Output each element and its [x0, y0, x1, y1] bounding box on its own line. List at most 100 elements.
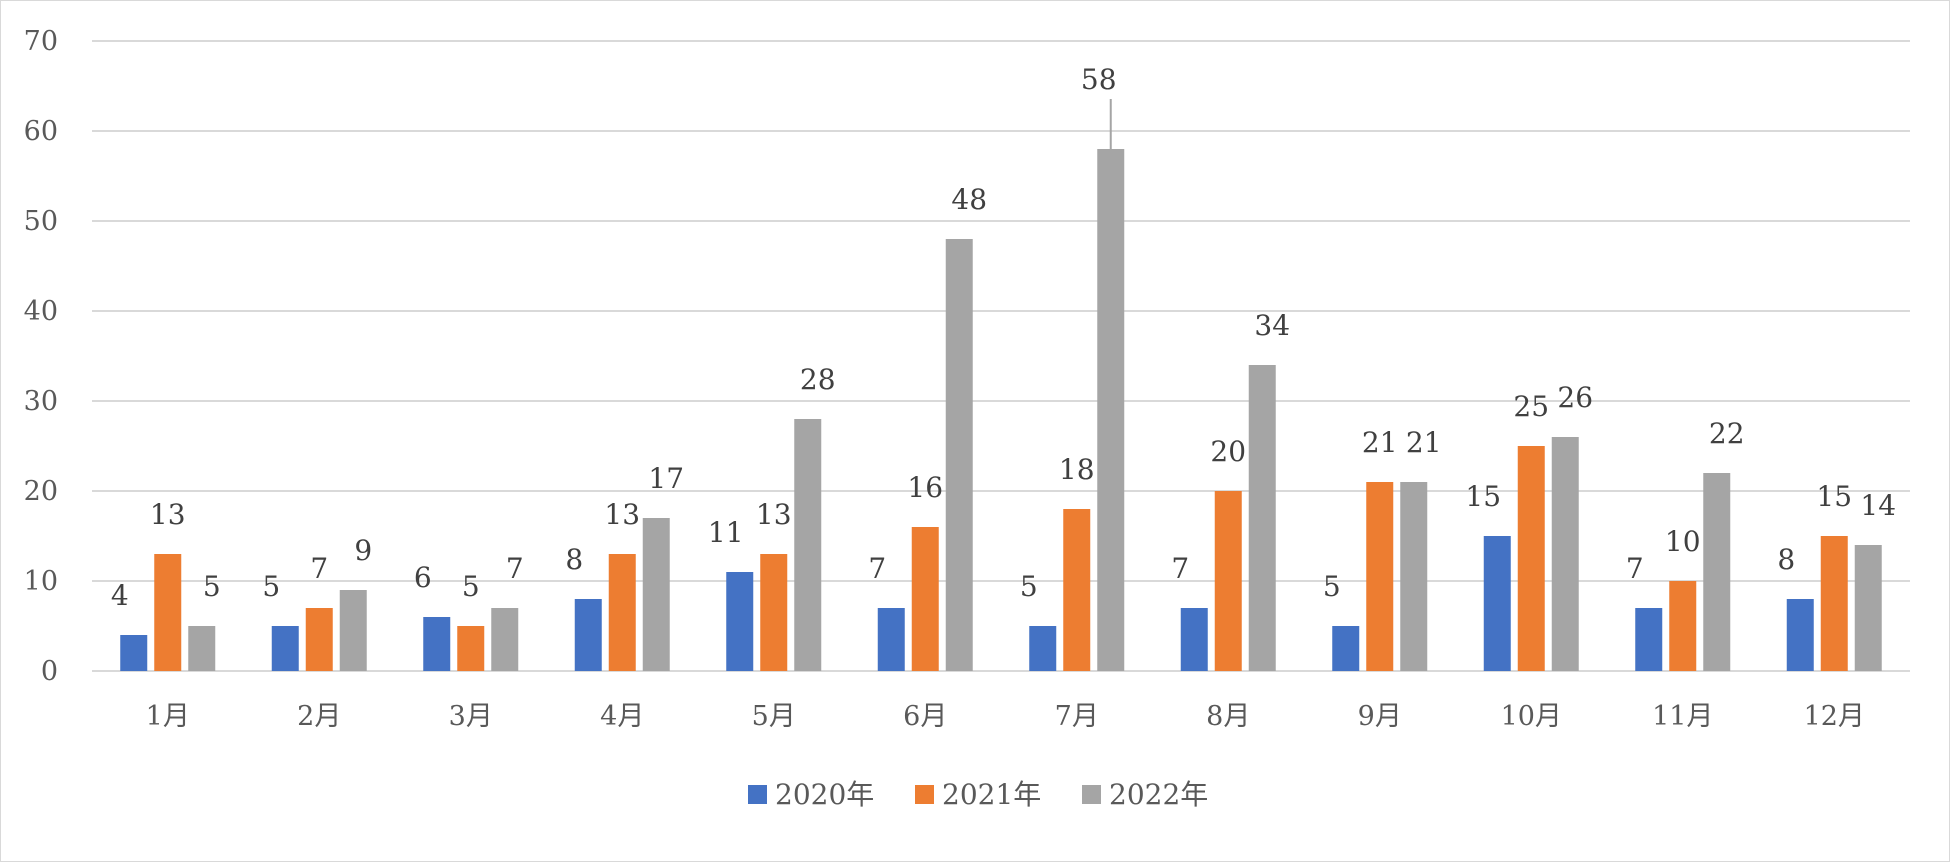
- data-label-2020年-9月: 5: [1323, 570, 1341, 603]
- bar-2020年-6月: [877, 608, 905, 671]
- bar-2022年-9月: [1400, 482, 1428, 671]
- x-tick-label: 3月: [449, 701, 493, 732]
- data-label-2022年-10月: 26: [1557, 381, 1593, 414]
- data-label-2020年-3月: 6: [414, 561, 432, 594]
- x-tick-label: 2月: [297, 701, 341, 732]
- data-label-2022年-2月: 9: [354, 534, 372, 567]
- bar-2022年-5月: [794, 419, 822, 671]
- y-tick-label: 10: [24, 566, 58, 597]
- data-label-2020年-10月: 15: [1465, 480, 1501, 513]
- data-label-2021年-5月: 13: [756, 498, 792, 531]
- data-label-2022年-4月: 17: [648, 462, 684, 495]
- data-label-2021年-6月: 16: [907, 471, 943, 504]
- data-label-2020年-7月: 5: [1020, 570, 1038, 603]
- data-label-2020年-2月: 5: [262, 570, 280, 603]
- bar-2021年-7月: [1063, 509, 1091, 671]
- bar-2020年-12月: [1786, 599, 1814, 671]
- bar-2021年-2月: [305, 608, 333, 671]
- data-label-2021年-3月: 5: [462, 570, 480, 603]
- x-tick-label: 4月: [600, 701, 644, 732]
- bar-2020年-1月: [120, 635, 148, 671]
- data-label-2022年-7月: 58: [1081, 63, 1117, 96]
- data-label-2022年-3月: 7: [506, 552, 524, 585]
- data-label-2022年-5月: 28: [800, 363, 836, 396]
- data-label-2021年-8月: 20: [1210, 435, 1246, 468]
- data-label-2020年-4月: 8: [565, 543, 583, 576]
- data-label-2021年-9月: 21: [1362, 426, 1398, 459]
- legend-swatch-2020年: [748, 785, 767, 804]
- legend-swatch-2022年: [1082, 785, 1101, 804]
- data-label-2021年-4月: 13: [604, 498, 640, 531]
- x-axis-ticks: 1月 2月 3月 4月 5月 6月 7月 8月 9月 10月 11月 12月: [146, 701, 1865, 732]
- bar-2021年-5月: [760, 554, 788, 671]
- bar-2021年-4月: [608, 554, 636, 671]
- bar-2022年-11月: [1703, 473, 1731, 671]
- x-tick-label: 1月: [146, 701, 190, 732]
- x-tick-label: 9月: [1358, 701, 1402, 732]
- data-label-2020年-6月: 7: [868, 552, 886, 585]
- data-label-2020年-1月: 4: [111, 579, 129, 612]
- x-tick-label: 7月: [1055, 701, 1099, 732]
- x-tick-label: 10月: [1501, 701, 1562, 732]
- data-label-2021年-7月: 18: [1059, 453, 1095, 486]
- y-tick-label: 0: [41, 656, 58, 687]
- y-tick-label: 60: [24, 116, 58, 147]
- y-tick-label: 20: [24, 476, 58, 507]
- data-label-2022年-1月: 5: [203, 570, 221, 603]
- legend-label: 2022年: [1109, 778, 1208, 811]
- data-label-2021年-12月: 15: [1816, 480, 1852, 513]
- data-label-2021年-11月: 10: [1665, 525, 1701, 558]
- legend-swatch-2021年: [915, 785, 934, 804]
- data-label-2021年-1月: 13: [150, 498, 186, 531]
- bar-2022年-1月: [188, 626, 216, 671]
- bar-2020年-8月: [1180, 608, 1208, 671]
- data-label-2022年-12月: 14: [1860, 489, 1896, 522]
- bar-2022年-10月: [1551, 437, 1579, 671]
- bar-2021年-8月: [1214, 491, 1242, 671]
- bar-2021年-3月: [457, 626, 485, 671]
- data-label-2022年-9月: 21: [1406, 426, 1442, 459]
- x-tick-label: 8月: [1206, 701, 1250, 732]
- gridlines: [92, 40, 1910, 672]
- y-tick-label: 30: [24, 386, 58, 417]
- data-label-2021年-2月: 7: [310, 552, 328, 585]
- bar-2021年-6月: [911, 527, 939, 671]
- bar-2021年-1月: [154, 554, 182, 671]
- bar-2022年-6月: [945, 239, 973, 671]
- y-tick-label: 70: [24, 26, 58, 57]
- data-label-2020年-11月: 7: [1626, 552, 1644, 585]
- bar-2020年-10月: [1483, 536, 1511, 671]
- bar-2021年-11月: [1669, 581, 1697, 671]
- bar-2022年-7月: [1097, 149, 1125, 671]
- data-label-2021年-10月: 25: [1513, 390, 1549, 423]
- x-tick-label: 12月: [1804, 701, 1865, 732]
- x-tick-label: 6月: [903, 701, 947, 732]
- x-tick-label: 5月: [752, 701, 796, 732]
- x-tick-label: 11月: [1652, 701, 1713, 732]
- bar-2020年-9月: [1332, 626, 1360, 671]
- bar-2021年-12月: [1820, 536, 1848, 671]
- bar-2021年-10月: [1517, 446, 1545, 671]
- legend: 2020年 2021年 2022年: [748, 778, 1208, 811]
- bar-2020年-2月: [271, 626, 299, 671]
- bar-2020年-5月: [726, 572, 754, 671]
- data-label-2022年-11月: 22: [1709, 417, 1745, 450]
- y-axis-ticks: 0 10 20 30 40 50 60 70: [24, 26, 58, 687]
- bar-2020年-4月: [574, 599, 602, 671]
- data-label-2022年-8月: 34: [1254, 309, 1290, 342]
- bar-2020年-11月: [1635, 608, 1663, 671]
- bars: [120, 149, 1882, 671]
- bar-2022年-3月: [491, 608, 519, 671]
- legend-label: 2021年: [942, 778, 1041, 811]
- bar-2020年-3月: [423, 617, 451, 671]
- y-tick-label: 50: [24, 206, 58, 237]
- legend-label: 2020年: [775, 778, 874, 811]
- data-label-2020年-12月: 8: [1777, 543, 1795, 576]
- bar-2021年-9月: [1366, 482, 1394, 671]
- y-tick-label: 40: [24, 296, 58, 327]
- data-label-2022年-6月: 48: [951, 183, 987, 216]
- bar-2022年-2月: [339, 590, 367, 671]
